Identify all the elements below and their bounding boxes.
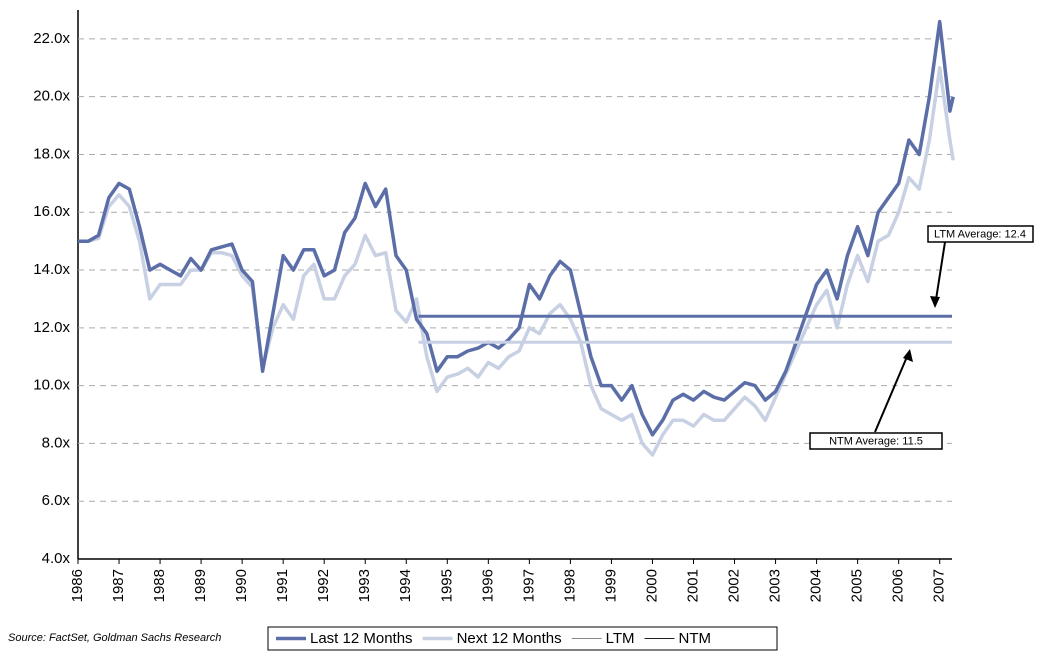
series-line [78,66,955,457]
legend-label: NTM [679,630,712,647]
arrow-head [903,349,913,362]
y-tick-label: 8.0x [42,434,71,451]
x-tick-label: 2007 [931,569,948,602]
x-tick-label: 1990 [233,569,250,602]
source: Source: FactSet, Goldman Sachs Research [8,632,221,644]
annotation: NTM Average: 11.5 [829,435,923,447]
x-tick-label: 1999 [602,569,619,602]
x-tick-label: 1993 [356,569,373,602]
x-tick-label: 1986 [69,569,86,602]
annotation-box [927,225,1034,243]
x-tick-label: 1995 [438,569,455,602]
y-tick-label: 22.0x [33,30,70,47]
arrow [874,351,910,433]
x-tick-label: 1996 [479,569,496,602]
x-tick-label: 1992 [315,569,332,602]
y-tick-label: 6.0x [42,492,71,509]
x-tick-label: 2000 [643,569,660,602]
y-tick-label: 4.0x [42,550,71,567]
annotation: LTM Average: 12.4 [934,228,1026,240]
x-tick-label: 1989 [192,569,209,602]
y-tick-label: 12.0x [33,319,70,336]
legend [267,626,778,651]
legend-label: Last 12 Months [310,630,413,647]
y-tick-label: 16.0x [33,203,70,220]
x-tick-label: 1994 [397,569,414,602]
x-tick-label: 2005 [849,569,866,602]
arrow [934,241,946,307]
x-tick-label: 1988 [151,569,168,602]
x-tick-label: 2001 [684,569,701,602]
x-tick-label: 1998 [561,569,578,602]
series-line [78,19,955,437]
y-tick-label: 20.0x [33,88,70,105]
y-tick-label: 18.0x [33,145,70,162]
x-tick-label: 2003 [767,569,784,602]
x-tick-label: 1991 [274,569,291,602]
x-tick-label: 2006 [890,569,907,602]
legend-label: Next 12 Months [457,630,562,647]
x-tick-label: 1987 [110,569,127,602]
y-tick-label: 14.0x [33,261,70,278]
x-tick-label: 2004 [808,569,825,602]
x-tick-label: 2002 [725,569,742,602]
x-tick-label: 1997 [520,569,537,602]
legend-label: LTM [606,630,635,647]
arrow-head [930,296,940,308]
y-tick-label: 10.0x [33,377,70,394]
annotation-box [809,432,943,450]
